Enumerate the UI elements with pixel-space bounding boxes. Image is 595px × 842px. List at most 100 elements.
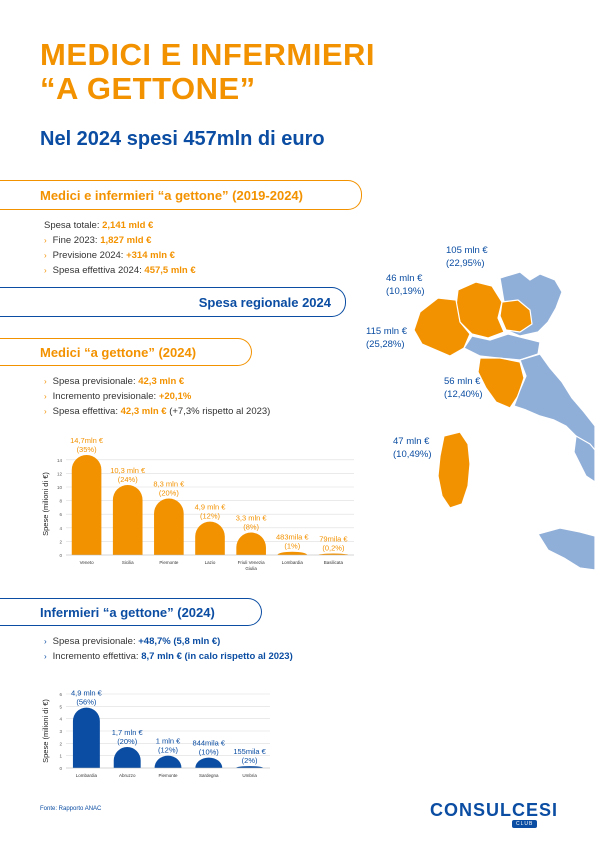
map-label-toscana: 56 mln € (12,40%) — [444, 376, 483, 400]
medici-item: › Incremento previsionale: +20,1% — [44, 391, 192, 402]
bar — [195, 521, 225, 555]
chart-medici: Spese (milioni di €) 0 2 4 6 8 10 12 14 14,7mln €… — [41, 436, 354, 571]
x-tick-label: Sardegna — [199, 773, 219, 778]
totals-list: Spesa totale: 2,141 mld € › Fine 2023: 1,… — [44, 218, 196, 278]
x-tick-label: Veneto — [80, 560, 95, 565]
data-label: 1 mln € — [156, 737, 181, 746]
data-label-pct: (20%) — [159, 489, 180, 498]
data-label: 483mila € — [276, 533, 309, 542]
y-tick-label: 12 — [57, 471, 63, 476]
bar — [195, 757, 223, 768]
section-heading-infermieri: Infermieri “a gettone” (2024) — [0, 598, 262, 626]
x-tick-label: Piemonte — [158, 773, 178, 778]
data-label: 10,3 mln € — [110, 466, 146, 475]
map-region-south-tip — [573, 435, 595, 483]
data-label-pct: (1%) — [284, 542, 300, 551]
y-tick-label: 4 — [59, 526, 62, 531]
chevron-right-icon: › — [44, 266, 47, 275]
x-tick-label: Abruzzo — [119, 773, 136, 778]
medici-list: › Spesa previsionale: 42,3 mln € › Increme… — [44, 374, 270, 419]
y-tick-label: 5 — [59, 704, 62, 709]
totals-item: Spesa totale: 2,141 mld € — [44, 220, 154, 231]
totals-item: › Previsione 2024: +314 mln € — [44, 250, 175, 261]
bar — [277, 551, 308, 555]
page-subtitle: Nel 2024 spesi 457mln di euro — [40, 128, 325, 150]
bar — [154, 755, 182, 768]
data-label: 8,3 mln € — [153, 480, 185, 489]
bar — [236, 766, 264, 768]
data-label-pct: (0,2%) — [322, 544, 345, 553]
y-tick-label: 8 — [59, 499, 62, 504]
map-label-lombardia: 46 mln € (10,19%) — [386, 273, 425, 297]
map-label-sardegna: 47 mln € (10,49%) — [393, 436, 432, 460]
chevron-right-icon: › — [44, 236, 47, 245]
map-region-sicilia — [537, 527, 595, 571]
data-label-pct: (24%) — [118, 475, 139, 484]
data-label-pct: (56%) — [76, 698, 97, 707]
totals-item: › Fine 2023: 1,827 mld € — [44, 235, 152, 246]
data-label: 844mila € — [193, 739, 226, 748]
brand-logo-sub: CLUB — [512, 820, 538, 828]
map-region-toscana — [477, 357, 525, 409]
x-tick-label: Piemonte — [159, 560, 179, 565]
bar — [154, 498, 184, 555]
data-label: 79mila € — [319, 535, 348, 544]
chart-infermieri: Spese (milioni di €) 0 1 2 3 4 5 6 4,9 mln €(56%… — [41, 689, 270, 778]
source-note: Fonte: Rapporto ANAC — [40, 806, 102, 812]
y-axis-label: Spese (milioni di €) — [41, 699, 50, 763]
title-line-2: “A GETTONE” — [40, 71, 256, 106]
y-tick-label: 14 — [57, 458, 63, 463]
x-tick-label: Umbria — [242, 773, 257, 778]
bar — [236, 532, 266, 555]
map-region-emilia — [463, 333, 541, 361]
chevron-right-icon: › — [44, 377, 47, 386]
data-label: 4,9 mln € — [71, 689, 103, 698]
brand-logo: CONSULCESI — [430, 800, 559, 820]
y-tick-label: 2 — [59, 539, 62, 544]
infermieri-item: › Spesa previsionale: +48,7% (5,8 mln €) — [44, 636, 221, 647]
data-label: 1,7 mln € — [112, 728, 144, 737]
chevron-right-icon: › — [44, 407, 47, 416]
y-tick-label: 10 — [57, 485, 63, 490]
y-tick-label: 4 — [59, 717, 62, 722]
chevron-right-icon: › — [44, 652, 47, 661]
infermieri-item: › Incremento effettiva: 8,7 mln € (in cal… — [44, 651, 293, 662]
data-label-pct: (20%) — [117, 737, 138, 746]
x-tick-label: Lazio — [205, 560, 216, 565]
page-title: MEDICI E INFERMIERI “A GETTONE” — [40, 38, 375, 106]
map-region-veneto — [499, 299, 533, 333]
y-tick-label: 1 — [59, 754, 62, 759]
y-tick-label: 6 — [59, 692, 62, 697]
data-label-pct: (10%) — [199, 748, 220, 757]
data-label: 4,9 mln € — [195, 503, 227, 512]
bar — [71, 455, 102, 555]
bar — [318, 553, 349, 555]
medici-item: › Spesa effettiva: 42,3 mln € (+7,3% risp… — [44, 406, 271, 417]
section-heading-regional: Spesa regionale 2024 — [0, 287, 346, 317]
x-tick-label: Lombardia — [76, 773, 98, 778]
bar — [113, 747, 141, 768]
data-label-pct: (2%) — [242, 756, 258, 765]
chevron-right-icon: › — [44, 637, 47, 646]
bar — [72, 707, 100, 768]
section-heading-totals: Medici e infermieri “a gettone” (2019-20… — [0, 180, 362, 210]
chevron-right-icon: › — [44, 251, 47, 260]
infermieri-list: › Spesa previsionale: +48,7% (5,8 mln €) … — [44, 634, 293, 664]
data-label-pct: (12%) — [158, 746, 179, 755]
map-label-veneto: 105 mln € (22,95%) — [446, 245, 488, 269]
x-tick-label: Giulia — [245, 566, 257, 571]
x-tick-label: Sicilia — [122, 560, 134, 565]
chevron-right-icon: › — [44, 392, 47, 401]
x-tick-label: Basilicata — [324, 560, 344, 565]
data-label-pct: (35%) — [77, 445, 98, 454]
data-label-pct: (8%) — [243, 523, 259, 532]
y-tick-label: 2 — [59, 741, 62, 746]
data-label: 3,3 mln € — [236, 514, 268, 523]
x-tick-label: Friuli Venezia — [238, 560, 266, 565]
y-tick-label: 3 — [59, 729, 62, 734]
totals-item: › Spesa effettiva 2024: 457,5 mln € — [44, 265, 196, 276]
y-tick-label: 6 — [59, 512, 62, 517]
x-tick-label: Lombardia — [282, 560, 304, 565]
data-label: 14,7mln € — [70, 436, 104, 445]
y-tick-label: 0 — [59, 553, 62, 558]
